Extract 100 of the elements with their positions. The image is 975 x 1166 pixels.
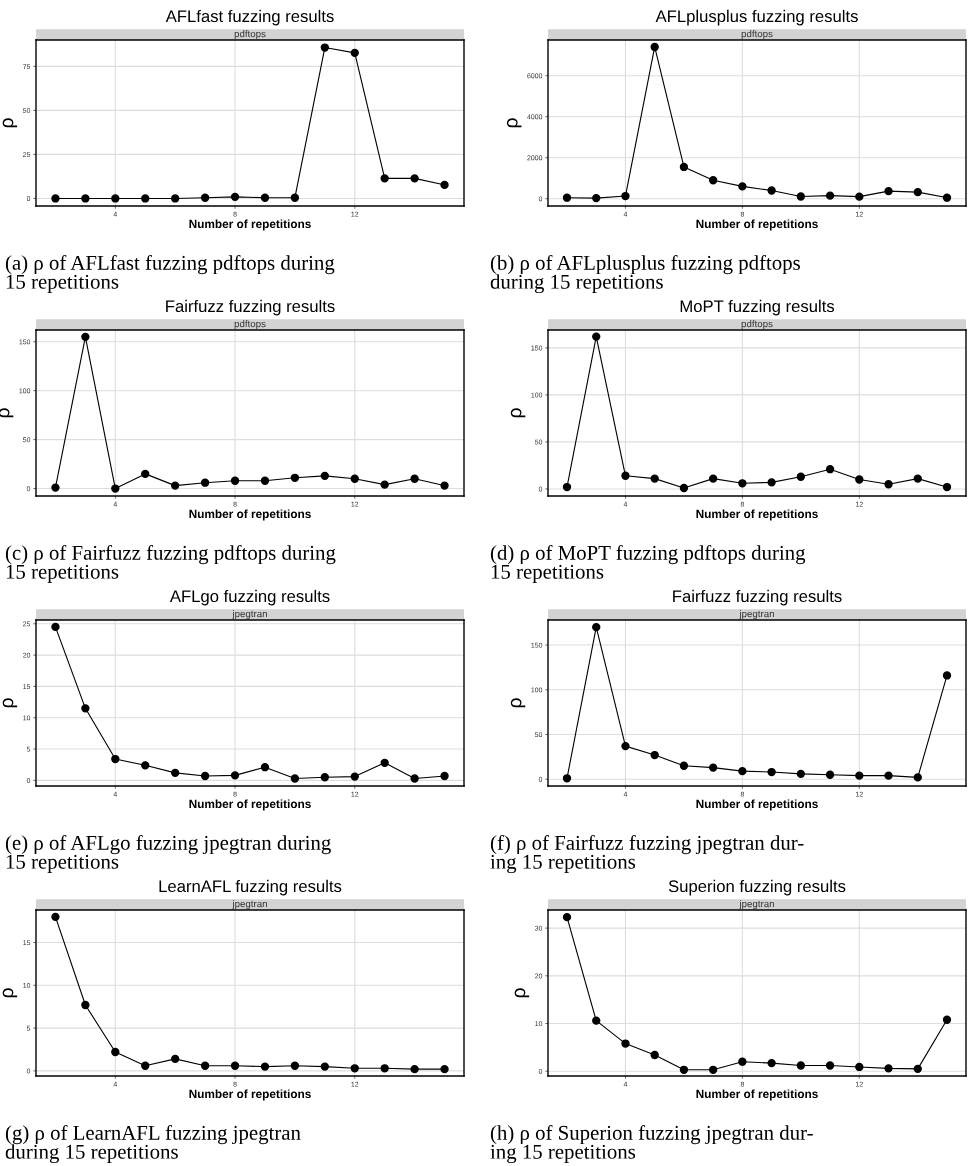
point bbox=[230, 476, 240, 485]
point bbox=[796, 1061, 806, 1070]
x-axis-title: Number of repetitions bbox=[696, 219, 818, 231]
point bbox=[650, 474, 659, 483]
chart-title: Fairfuzz fuzzing results bbox=[673, 589, 842, 606]
point bbox=[855, 1062, 864, 1072]
point bbox=[410, 1064, 419, 1074]
chart-title: Superion fuzzing results bbox=[668, 879, 846, 896]
point bbox=[410, 174, 419, 183]
point bbox=[81, 332, 90, 342]
point bbox=[767, 186, 776, 195]
chart-title: Fairfuzz fuzzing results bbox=[166, 299, 335, 316]
point bbox=[767, 1058, 776, 1068]
point bbox=[942, 671, 952, 680]
point bbox=[562, 482, 572, 492]
point bbox=[738, 182, 747, 191]
chart-subtitle: pdftops bbox=[234, 320, 266, 330]
point bbox=[51, 483, 60, 492]
text: (d) ρ of MoPT fuzzing pdftops during 15 repetitions bbox=[490, 545, 806, 584]
point bbox=[679, 162, 689, 172]
chart-subtitle: pdftops bbox=[741, 320, 773, 330]
text: (c) ρ of Fairfuzz fuzzing pdftops during 15 repetitions bbox=[5, 545, 336, 584]
y-axis-title: ρ bbox=[510, 408, 526, 418]
point bbox=[650, 1050, 659, 1060]
point bbox=[350, 772, 359, 781]
point bbox=[200, 771, 210, 781]
point bbox=[708, 176, 718, 185]
x-axis-title: Number of repetitions bbox=[696, 799, 818, 811]
point bbox=[81, 704, 90, 713]
point bbox=[650, 42, 659, 52]
point bbox=[260, 763, 270, 772]
point bbox=[796, 192, 806, 201]
point bbox=[884, 480, 893, 489]
point bbox=[320, 43, 329, 52]
point bbox=[738, 479, 747, 488]
point bbox=[913, 773, 922, 782]
x-axis-title: Number of repetitions bbox=[189, 219, 311, 231]
point bbox=[380, 1064, 389, 1073]
point bbox=[141, 469, 150, 479]
point bbox=[320, 773, 329, 782]
point bbox=[592, 332, 601, 341]
point bbox=[738, 1057, 747, 1066]
x-axis-title: Number of repetitions bbox=[696, 1089, 818, 1101]
point bbox=[708, 1065, 718, 1074]
point bbox=[260, 193, 270, 202]
chart-title: LearnAFL fuzzing results bbox=[159, 879, 342, 896]
point bbox=[290, 1061, 300, 1070]
point bbox=[884, 771, 893, 780]
point bbox=[650, 750, 659, 760]
point bbox=[290, 473, 300, 482]
point bbox=[679, 483, 689, 493]
y-axis-title: ρ bbox=[2, 698, 18, 708]
x-axis-title: Number of repetitions bbox=[189, 509, 311, 521]
point bbox=[913, 187, 922, 197]
point bbox=[440, 180, 449, 190]
point bbox=[592, 622, 601, 632]
text: (h) ρ of Superion fuzzing jpegtran dur- ing 15 repetitions bbox=[490, 1125, 813, 1164]
point bbox=[230, 192, 240, 202]
chart-title: MoPT fuzzing results bbox=[680, 299, 835, 316]
chart-subtitle: jpegtran bbox=[232, 900, 267, 910]
point bbox=[51, 912, 60, 922]
chart-subtitle: jpegtran bbox=[232, 610, 267, 620]
chart-subtitle: jpegtran bbox=[739, 900, 774, 910]
point bbox=[350, 1064, 359, 1073]
point bbox=[440, 481, 449, 490]
point bbox=[260, 1062, 270, 1071]
y-axis-title: ρ bbox=[510, 698, 526, 708]
point bbox=[679, 761, 689, 770]
x-axis-title: Number of repetitions bbox=[189, 1089, 311, 1101]
point bbox=[200, 1061, 210, 1070]
point bbox=[592, 1016, 601, 1025]
point bbox=[350, 474, 359, 483]
point bbox=[562, 193, 572, 202]
point bbox=[738, 766, 747, 776]
x-axis-title: Number of repetitions bbox=[189, 799, 311, 811]
point bbox=[825, 770, 835, 779]
point bbox=[410, 774, 419, 783]
point bbox=[320, 471, 329, 481]
y-axis-title: ρ bbox=[506, 118, 522, 128]
point bbox=[942, 1015, 952, 1024]
point bbox=[380, 174, 389, 183]
point bbox=[51, 194, 60, 203]
point bbox=[380, 480, 389, 489]
text: (a) ρ of AFLfast fuzzing pdftops during 15 repetitions bbox=[5, 255, 335, 294]
point bbox=[260, 476, 270, 485]
chart-title: AFLplusplus fuzzing results bbox=[655, 9, 858, 26]
point bbox=[796, 769, 806, 779]
y-axis-title: ρ bbox=[514, 988, 530, 998]
point bbox=[290, 774, 300, 783]
point bbox=[141, 761, 150, 770]
point bbox=[111, 194, 120, 203]
text: (e) ρ of AFLgo fuzzing jpegtran during 15 repetitions bbox=[5, 835, 331, 874]
point bbox=[825, 191, 835, 200]
chart-title: AFLfast fuzzing results bbox=[165, 9, 334, 26]
x-axis-title: Number of repetitions bbox=[696, 509, 818, 521]
point bbox=[200, 478, 210, 487]
chart-subtitle: pdftops bbox=[741, 30, 773, 40]
chart-title: AFLgo fuzzing results bbox=[169, 589, 330, 606]
point bbox=[440, 1064, 449, 1074]
point bbox=[679, 1065, 689, 1074]
